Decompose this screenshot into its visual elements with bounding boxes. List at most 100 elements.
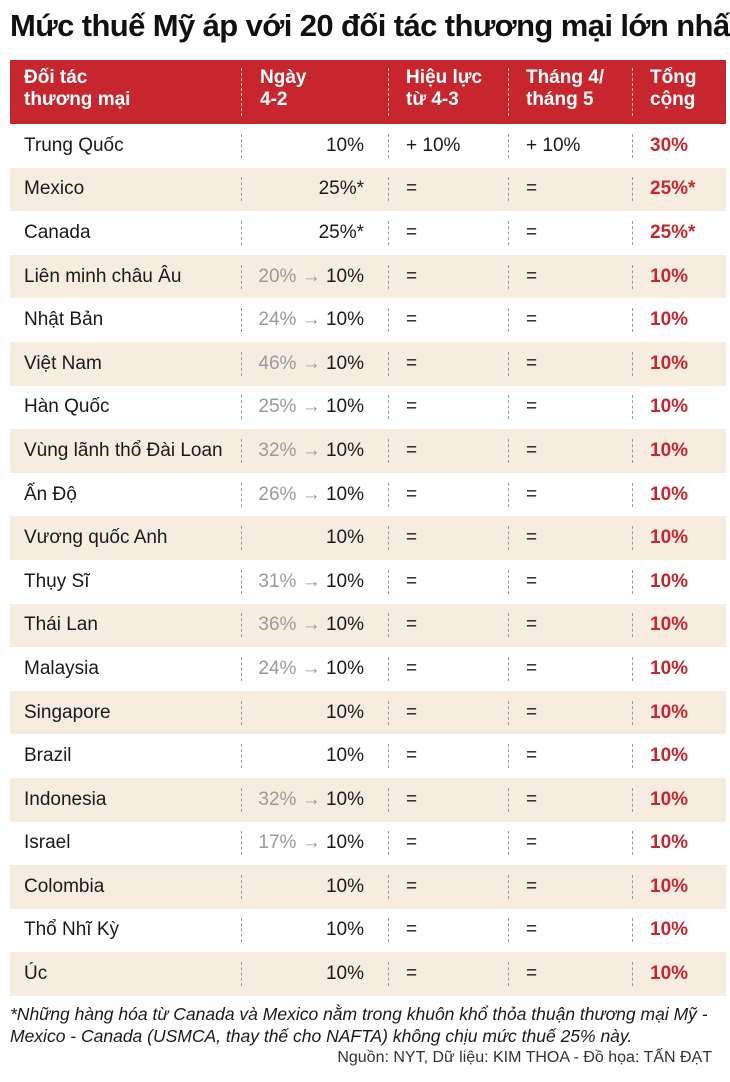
mar-rate: =: [406, 701, 418, 723]
column-divider: [241, 526, 242, 551]
column-divider: [508, 918, 509, 943]
column-divider: [241, 700, 242, 725]
feb-rate: 10%: [325, 570, 364, 592]
column-divider: [388, 656, 389, 681]
total-rate: 10%: [650, 701, 689, 723]
partner-name: Indonesia: [24, 788, 107, 810]
feb-rate: 10%: [325, 963, 364, 985]
partner-name: Việt Nam: [24, 352, 102, 374]
column-divider: [388, 831, 389, 856]
total-rate: 10%: [650, 745, 689, 767]
column-divider: [508, 438, 509, 463]
header-apr-line1: Tháng 4/: [526, 67, 605, 88]
column-divider: [508, 613, 509, 638]
feb-rate-cell: 10%: [326, 963, 364, 985]
column-divider: [241, 177, 242, 202]
total-rate: 10%: [650, 527, 689, 549]
feb-rate-cell: 17% → 10%: [258, 832, 364, 854]
total-rate: 10%: [650, 396, 689, 418]
partner-name: Brazil: [24, 745, 72, 767]
column-divider: [388, 395, 389, 420]
total-rate: 10%: [650, 614, 689, 636]
feb-rate: 25%*: [318, 178, 364, 200]
column-divider: [508, 308, 509, 333]
partner-name: Mexico: [24, 178, 85, 200]
total-rate: 25%*: [650, 221, 696, 243]
mar-rate: =: [406, 745, 418, 767]
column-divider: [632, 569, 633, 594]
table-row: Úc 10% = = 10%: [10, 952, 726, 996]
column-divider: [508, 220, 509, 245]
column-divider: [388, 482, 389, 507]
column-divider: [241, 264, 242, 289]
column-divider: [388, 438, 389, 463]
total-rate: 10%: [650, 788, 689, 810]
column-divider: [388, 569, 389, 594]
column-divider: [632, 787, 633, 812]
table-header: Đối tác thương mại Ngày 4-2 Hiệu lực từ …: [10, 60, 726, 124]
previous-rate: 26%: [258, 483, 297, 505]
header-apr-line2: tháng 5: [526, 89, 594, 110]
feb-rate-cell: 25%*: [319, 178, 364, 200]
column-divider: [241, 831, 242, 856]
previous-rate: 24%: [258, 657, 297, 679]
header-feb-line1: Ngày: [260, 67, 307, 88]
column-divider: [241, 744, 242, 769]
mar-rate: =: [406, 570, 418, 592]
mar-rate: =: [406, 439, 418, 461]
partner-name: Canada: [24, 221, 91, 243]
column-divider: [388, 264, 389, 289]
total-rate: 10%: [650, 919, 689, 941]
header-total-line2: cộng: [650, 89, 696, 110]
feb-rate: 10%: [325, 352, 364, 374]
column-divider: [241, 656, 242, 681]
column-divider: [388, 874, 389, 899]
source-credit: Nguồn: NYT, Dữ liệu: KIM THOA - Đồ họa: …: [337, 1049, 712, 1066]
apr-rate: =: [526, 745, 538, 767]
partner-name: Ấn Độ: [24, 483, 77, 505]
feb-rate: 10%: [325, 439, 364, 461]
column-divider: [508, 526, 509, 551]
total-rate: 10%: [650, 483, 689, 505]
feb-rate: 10%: [325, 614, 364, 636]
footnote-block: *Những hàng hóa từ Canada và Mexico nằm …: [10, 1003, 726, 1066]
column-divider: [632, 613, 633, 638]
partner-name: Malaysia: [24, 657, 99, 679]
feb-rate: 10%: [325, 396, 364, 418]
column-divider: [241, 613, 242, 638]
column-divider: [388, 177, 389, 202]
apr-rate: =: [526, 832, 538, 854]
column-divider: [632, 831, 633, 856]
column-divider: [508, 787, 509, 812]
header-mar-line2: từ 4-3: [406, 89, 459, 110]
feb-rate-cell: 20% → 10%: [258, 266, 364, 288]
previous-rate: 20%: [258, 265, 297, 287]
column-divider: [508, 395, 509, 420]
mar-rate: =: [406, 919, 418, 941]
arrow-right-icon: →: [301, 832, 321, 854]
partner-name: Hàn Quốc: [24, 396, 110, 418]
table-row: Thụy Sĩ 31% → 10% = = 10%: [10, 560, 726, 604]
table-row: Việt Nam 46% → 10% = = 10%: [10, 341, 726, 386]
table-row: Malaysia 24% → 10% = = 10%: [10, 647, 726, 691]
mar-rate: =: [406, 614, 418, 636]
apr-rate: =: [526, 875, 538, 897]
feb-rate-cell: 24% → 10%: [258, 309, 364, 331]
previous-rate: 32%: [258, 439, 297, 461]
partner-name: Thụy Sĩ: [24, 570, 90, 592]
arrow-right-icon: →: [301, 265, 321, 287]
table-row: Thái Lan 36% → 10% = = 10%: [10, 603, 726, 648]
previous-rate: 31%: [258, 570, 297, 592]
total-rate: 10%: [650, 309, 689, 331]
apr-rate: =: [526, 396, 538, 418]
feb-rate-cell: 32% → 10%: [258, 789, 364, 811]
column-divider: [241, 482, 242, 507]
header-partner-line2: thương mại: [24, 89, 131, 110]
feb-rate-cell: 24% → 10%: [258, 658, 364, 680]
column-divider: [388, 526, 389, 551]
feb-rate-cell: 10%: [326, 135, 364, 157]
previous-rate: 46%: [258, 352, 297, 374]
feb-rate-cell: 25%*: [319, 222, 364, 244]
feb-rate-cell: 46% → 10%: [258, 353, 364, 375]
